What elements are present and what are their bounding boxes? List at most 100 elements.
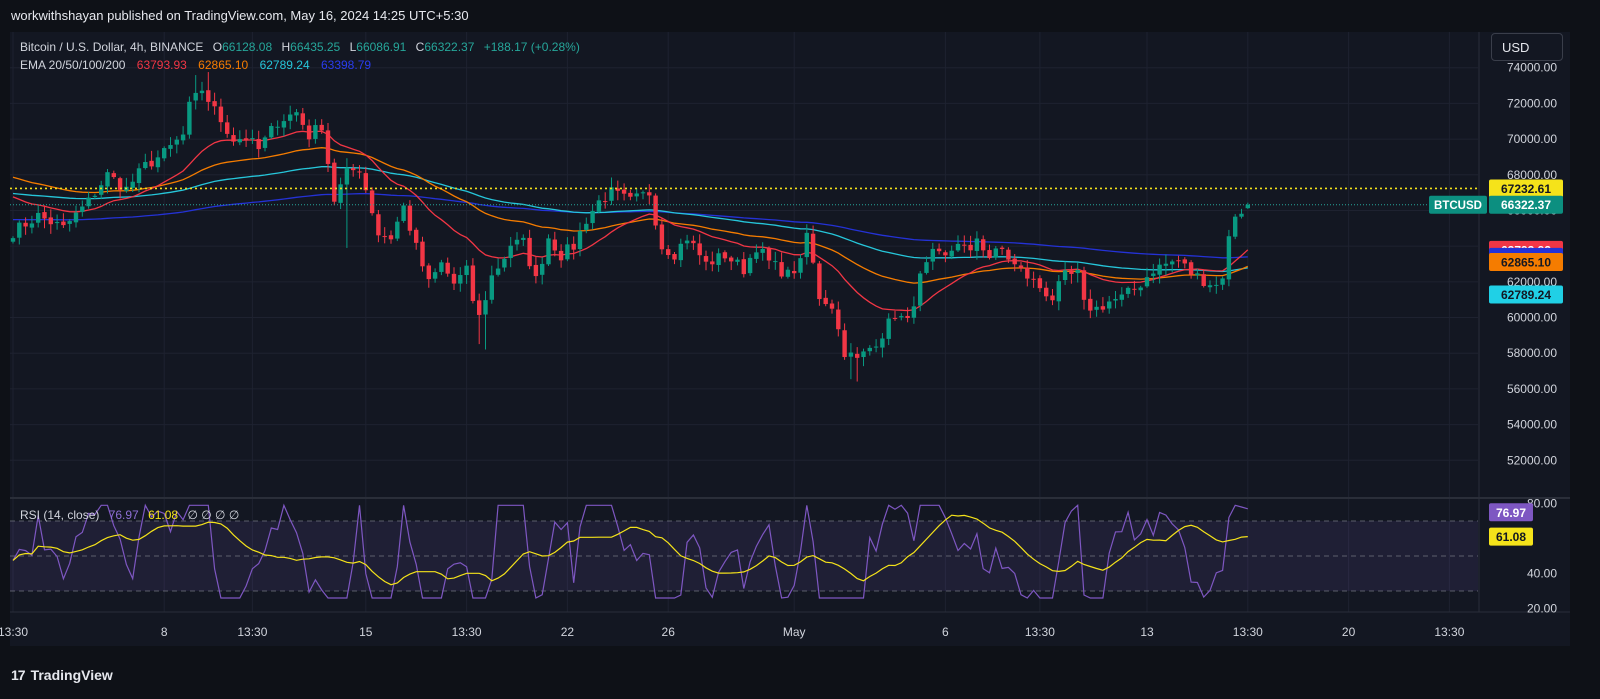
time-axis: 13:30 8 13:30 15 13:30 22 26 May 6 13:30 13 13:30 20… [0,625,1465,639]
candle-body [29,223,35,228]
price-tick-label: 62000.00 [1507,275,1557,289]
candle-body [584,223,589,230]
candle-body [729,257,734,262]
candle-body [981,239,986,251]
candle-body [684,240,690,244]
price-tick-label: 70000.00 [1507,132,1557,146]
candle-body [798,258,803,273]
candle-body [1094,306,1099,310]
candle-body [143,162,148,169]
candle-body [1201,274,1206,286]
candle-body [262,137,268,148]
candle-body [678,243,683,261]
legend-ema200: 63398.79 [321,58,371,72]
candle-body [785,269,791,277]
candle-body [495,268,501,275]
candle-body [231,135,236,142]
legend-open: 66128.08 [222,40,272,54]
legend-change: +188.17 (+0.28%) [484,40,580,54]
ema50-tag: 62865.10 [1501,255,1551,269]
candle-body [571,243,576,250]
candle-body [1144,277,1150,287]
level-tag-bg [1489,179,1563,198]
candle-body [332,162,337,202]
candle-body [351,168,356,171]
candle-body [432,272,438,279]
candle-body [1025,267,1030,279]
candle-body [344,167,350,185]
candle-body [609,187,614,201]
candle-body [628,192,633,197]
legend-symbol-name: Bitcoin / U.S. Dollar, 4h, BINANCE [20,40,203,54]
candle-body [514,239,520,245]
candle-body [325,130,331,164]
candle-body [458,275,463,284]
rsi-tick-label: 20.00 [1527,602,1557,616]
candle-body [905,315,910,318]
time-tick-label: 20 [1342,625,1356,639]
ema100-line [12,166,1248,273]
candle-body [936,248,942,252]
candle-body [130,181,135,188]
candle-body [80,206,85,212]
ema20-line [12,130,1249,312]
rsi-axis: 20.00 40.00 [1527,567,1557,616]
candle-body [1176,260,1181,262]
candle-body [773,261,778,263]
legend-low-label: L [350,40,357,54]
last-price-tag-bg [1489,195,1563,214]
candle-body [187,101,192,135]
candle-body [275,126,280,128]
candle-body [886,318,891,339]
candle-body [666,249,671,256]
candle-body [105,172,110,187]
currency-button[interactable]: USD [1491,33,1563,61]
candle-body [300,113,305,125]
candle-body [61,221,66,226]
price-tick-label: 72000.00 [1507,96,1557,110]
candle-body [250,138,255,140]
candle-body [1245,204,1250,209]
candle-body [892,317,898,319]
tradingview-logo[interactable]: 17 TradingView [11,667,113,683]
legend-low: 66086.91 [356,40,406,54]
candle-body [1195,273,1200,276]
rsi-legend-extra: ∅ ∅ ∅ ∅ [187,508,239,522]
time-tick-label: 13:30 [1233,625,1263,639]
rsi-ma-tag: 61.08 [1496,530,1526,544]
rsi-legend-value: 76.97 [109,508,139,522]
price-tick-label: 68000.00 [1507,168,1557,182]
candle-body [993,248,998,258]
candle-body [288,114,293,121]
candle-body [86,197,91,207]
time-tick-label: 26 [662,625,676,639]
ema100-tag-bg [1489,285,1563,304]
rsi-ma-line [12,514,1248,586]
candle-body [634,193,639,197]
candle-body [842,330,847,358]
candle-body [880,338,885,348]
candle-body [376,214,381,236]
rsi-line [12,503,1248,599]
legend-close: 66322.37 [424,40,474,54]
candle-body [206,90,211,102]
legend-ema100: 62789.24 [260,58,310,72]
time-tick-label: 8 [161,625,168,639]
candle-body [1151,273,1156,276]
candle-body [987,250,992,259]
candle-body [968,244,973,251]
candle-body [565,244,570,260]
price-tick-label: 74000.00 [1507,61,1557,75]
candle-body [357,171,362,173]
candle-body [338,184,343,203]
ema100-tag: 62789.24 [1501,288,1551,302]
candle-body [445,262,450,274]
candle-body [540,263,545,275]
legend-high-label: H [282,40,291,54]
candle-body [1075,270,1080,274]
candle-body [918,273,923,306]
price-tags: 67232.61BTCUSD66322.3763793.9363398.7962… [1429,179,1563,546]
price-tick-label: 52000.00 [1507,453,1557,467]
candle-body [162,148,167,159]
